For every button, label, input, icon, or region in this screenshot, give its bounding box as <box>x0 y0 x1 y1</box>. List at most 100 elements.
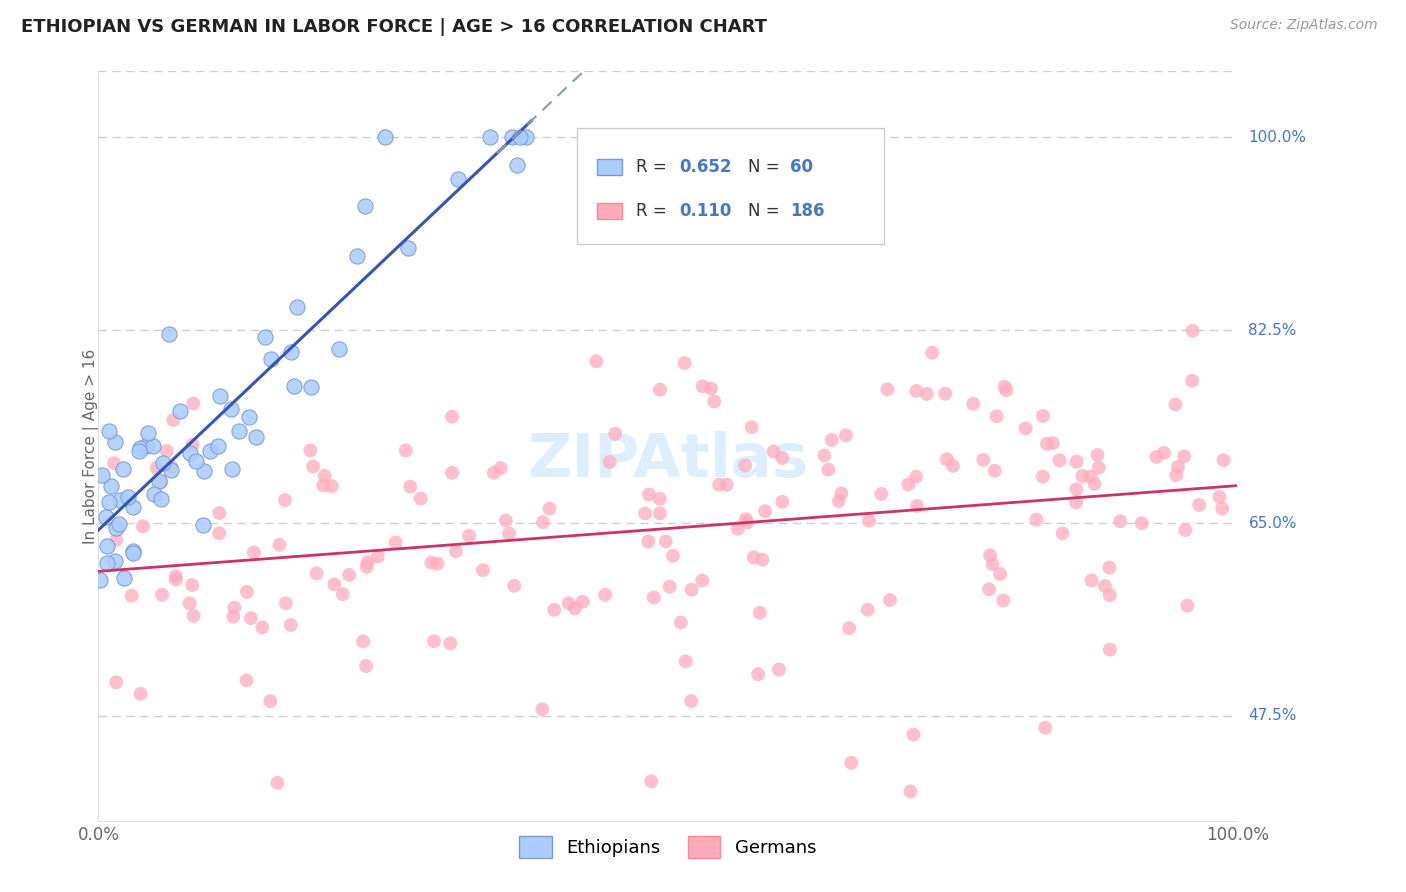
Point <box>634 507 657 521</box>
Point <box>942 458 965 473</box>
Point <box>515 130 537 145</box>
Text: ETHIOPIAN VS GERMAN IN LABOR FORCE | AGE > 16 CORRELATION CHART: ETHIOPIAN VS GERMAN IN LABOR FORCE | AGE… <box>21 18 768 36</box>
Text: 0.652: 0.652 <box>679 158 731 176</box>
Point <box>1064 495 1087 509</box>
Text: R =: R = <box>636 158 672 176</box>
Point <box>395 443 418 458</box>
Point <box>648 507 671 521</box>
Point <box>747 667 769 681</box>
Point <box>112 570 135 584</box>
Point <box>1098 560 1121 574</box>
Point <box>897 477 920 491</box>
Point <box>703 394 725 409</box>
Point <box>193 464 215 478</box>
Point <box>741 420 763 434</box>
Point <box>352 634 374 648</box>
Point <box>426 557 449 571</box>
Point <box>162 413 184 427</box>
Point <box>165 569 187 583</box>
Point <box>121 500 143 515</box>
Point <box>482 466 505 480</box>
Point <box>332 587 354 601</box>
Point <box>142 439 165 453</box>
Point <box>543 603 565 617</box>
Point <box>186 453 208 467</box>
Text: 47.5%: 47.5% <box>1249 708 1296 723</box>
Point <box>770 495 793 509</box>
Point <box>447 172 470 186</box>
Point <box>737 516 759 530</box>
Point <box>858 514 880 528</box>
Point <box>681 582 703 597</box>
Point <box>1025 513 1047 527</box>
Point <box>105 533 128 547</box>
Point <box>830 486 852 500</box>
Point <box>599 455 621 469</box>
Text: 100.0%: 100.0% <box>1249 130 1306 145</box>
Point <box>259 351 281 366</box>
Point <box>157 326 180 341</box>
Point <box>148 474 170 488</box>
Point <box>179 596 201 610</box>
Point <box>993 380 1015 394</box>
Point <box>1080 469 1102 483</box>
Point <box>441 409 464 424</box>
Point <box>1153 446 1175 460</box>
Point <box>988 567 1011 582</box>
Point <box>905 499 928 513</box>
Point <box>441 466 464 480</box>
Text: 82.5%: 82.5% <box>1249 323 1296 338</box>
Point <box>870 487 893 501</box>
Point <box>274 596 297 610</box>
Text: 65.0%: 65.0% <box>1249 516 1296 531</box>
Point <box>121 589 143 603</box>
Point <box>921 345 943 359</box>
Point <box>1164 397 1187 411</box>
Point <box>654 534 676 549</box>
Point <box>145 460 167 475</box>
Point <box>734 512 756 526</box>
Point <box>643 591 665 605</box>
Point <box>207 439 229 453</box>
Point <box>479 130 502 145</box>
Point <box>669 615 692 630</box>
Point <box>762 444 785 458</box>
Point <box>266 776 288 790</box>
Point <box>156 444 179 458</box>
Point <box>692 379 714 393</box>
Point <box>104 554 127 568</box>
Point <box>245 430 267 444</box>
Point <box>905 469 928 483</box>
Point <box>312 478 335 492</box>
Point <box>1211 501 1233 516</box>
FancyBboxPatch shape <box>576 128 884 244</box>
Point <box>243 545 266 559</box>
Point <box>299 380 322 394</box>
Point <box>128 444 150 458</box>
Point <box>219 401 242 416</box>
Point <box>108 517 131 532</box>
Point <box>328 342 350 356</box>
Point <box>169 404 191 418</box>
Text: Source: ZipAtlas.com: Source: ZipAtlas.com <box>1230 18 1378 32</box>
Point <box>1098 588 1121 602</box>
Point <box>835 428 858 442</box>
Point <box>1094 579 1116 593</box>
Point <box>707 477 730 491</box>
Point <box>977 582 1000 597</box>
Point <box>132 519 155 533</box>
Point <box>1066 483 1088 497</box>
Text: R =: R = <box>636 202 678 220</box>
Point <box>1052 526 1074 541</box>
Point <box>1032 469 1054 483</box>
Point <box>89 574 111 588</box>
Point <box>673 356 696 370</box>
Point <box>129 687 152 701</box>
Point <box>103 456 125 470</box>
Point <box>905 384 928 398</box>
Point <box>152 456 174 470</box>
Point <box>117 490 139 504</box>
Text: N =: N = <box>748 202 785 220</box>
Point <box>224 600 246 615</box>
Point <box>1098 642 1121 657</box>
